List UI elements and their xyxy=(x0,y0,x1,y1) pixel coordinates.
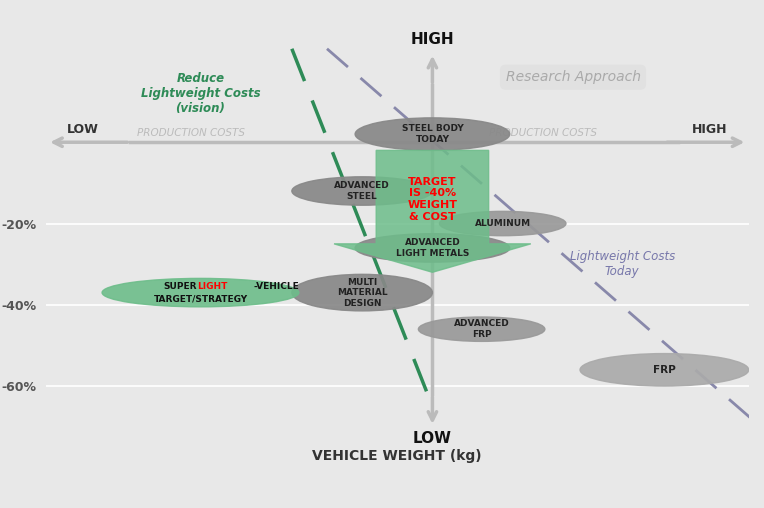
Text: LOW: LOW xyxy=(413,431,452,446)
Ellipse shape xyxy=(102,278,299,307)
Text: TARGET
IS -40%
WEIGHT
& COST: TARGET IS -40% WEIGHT & COST xyxy=(407,177,458,221)
Text: FRP: FRP xyxy=(653,365,675,375)
Polygon shape xyxy=(334,150,531,272)
Text: VEHICLE WEIGHT (kg): VEHICLE WEIGHT (kg) xyxy=(312,449,482,463)
Ellipse shape xyxy=(355,118,510,150)
Text: Reduce
Lightweight Costs
(vision): Reduce Lightweight Costs (vision) xyxy=(141,72,261,115)
Text: Research Approach: Research Approach xyxy=(506,70,640,84)
Text: MULTI
MATERIAL
DESIGN: MULTI MATERIAL DESIGN xyxy=(337,278,387,307)
Text: HIGH: HIGH xyxy=(692,123,727,136)
Text: ADVANCED
LIGHT METALS: ADVANCED LIGHT METALS xyxy=(396,238,469,258)
Text: LIGHT: LIGHT xyxy=(197,282,228,291)
Text: STEEL BODY
TODAY: STEEL BODY TODAY xyxy=(402,124,463,144)
Text: HIGH: HIGH xyxy=(410,31,455,47)
Text: ADVANCED
STEEL: ADVANCED STEEL xyxy=(335,181,390,201)
Text: PRODUCTION COSTS: PRODUCTION COSTS xyxy=(489,128,597,138)
Ellipse shape xyxy=(580,354,749,386)
Ellipse shape xyxy=(419,317,545,341)
Text: ADVANCED
FRP: ADVANCED FRP xyxy=(454,320,510,339)
Text: Lightweight Costs
Today: Lightweight Costs Today xyxy=(570,250,675,278)
Ellipse shape xyxy=(439,211,566,236)
Ellipse shape xyxy=(355,234,510,262)
Ellipse shape xyxy=(292,274,432,311)
Text: ALUMINUM: ALUMINUM xyxy=(474,219,531,228)
Text: TARGET/STRATEGY: TARGET/STRATEGY xyxy=(154,294,248,303)
Text: -VEHICLE: -VEHICLE xyxy=(253,282,299,291)
Ellipse shape xyxy=(292,177,432,205)
Text: SUPER: SUPER xyxy=(163,282,197,291)
Text: PRODUCTION COSTS: PRODUCTION COSTS xyxy=(138,128,245,138)
Text: LOW: LOW xyxy=(67,123,99,136)
